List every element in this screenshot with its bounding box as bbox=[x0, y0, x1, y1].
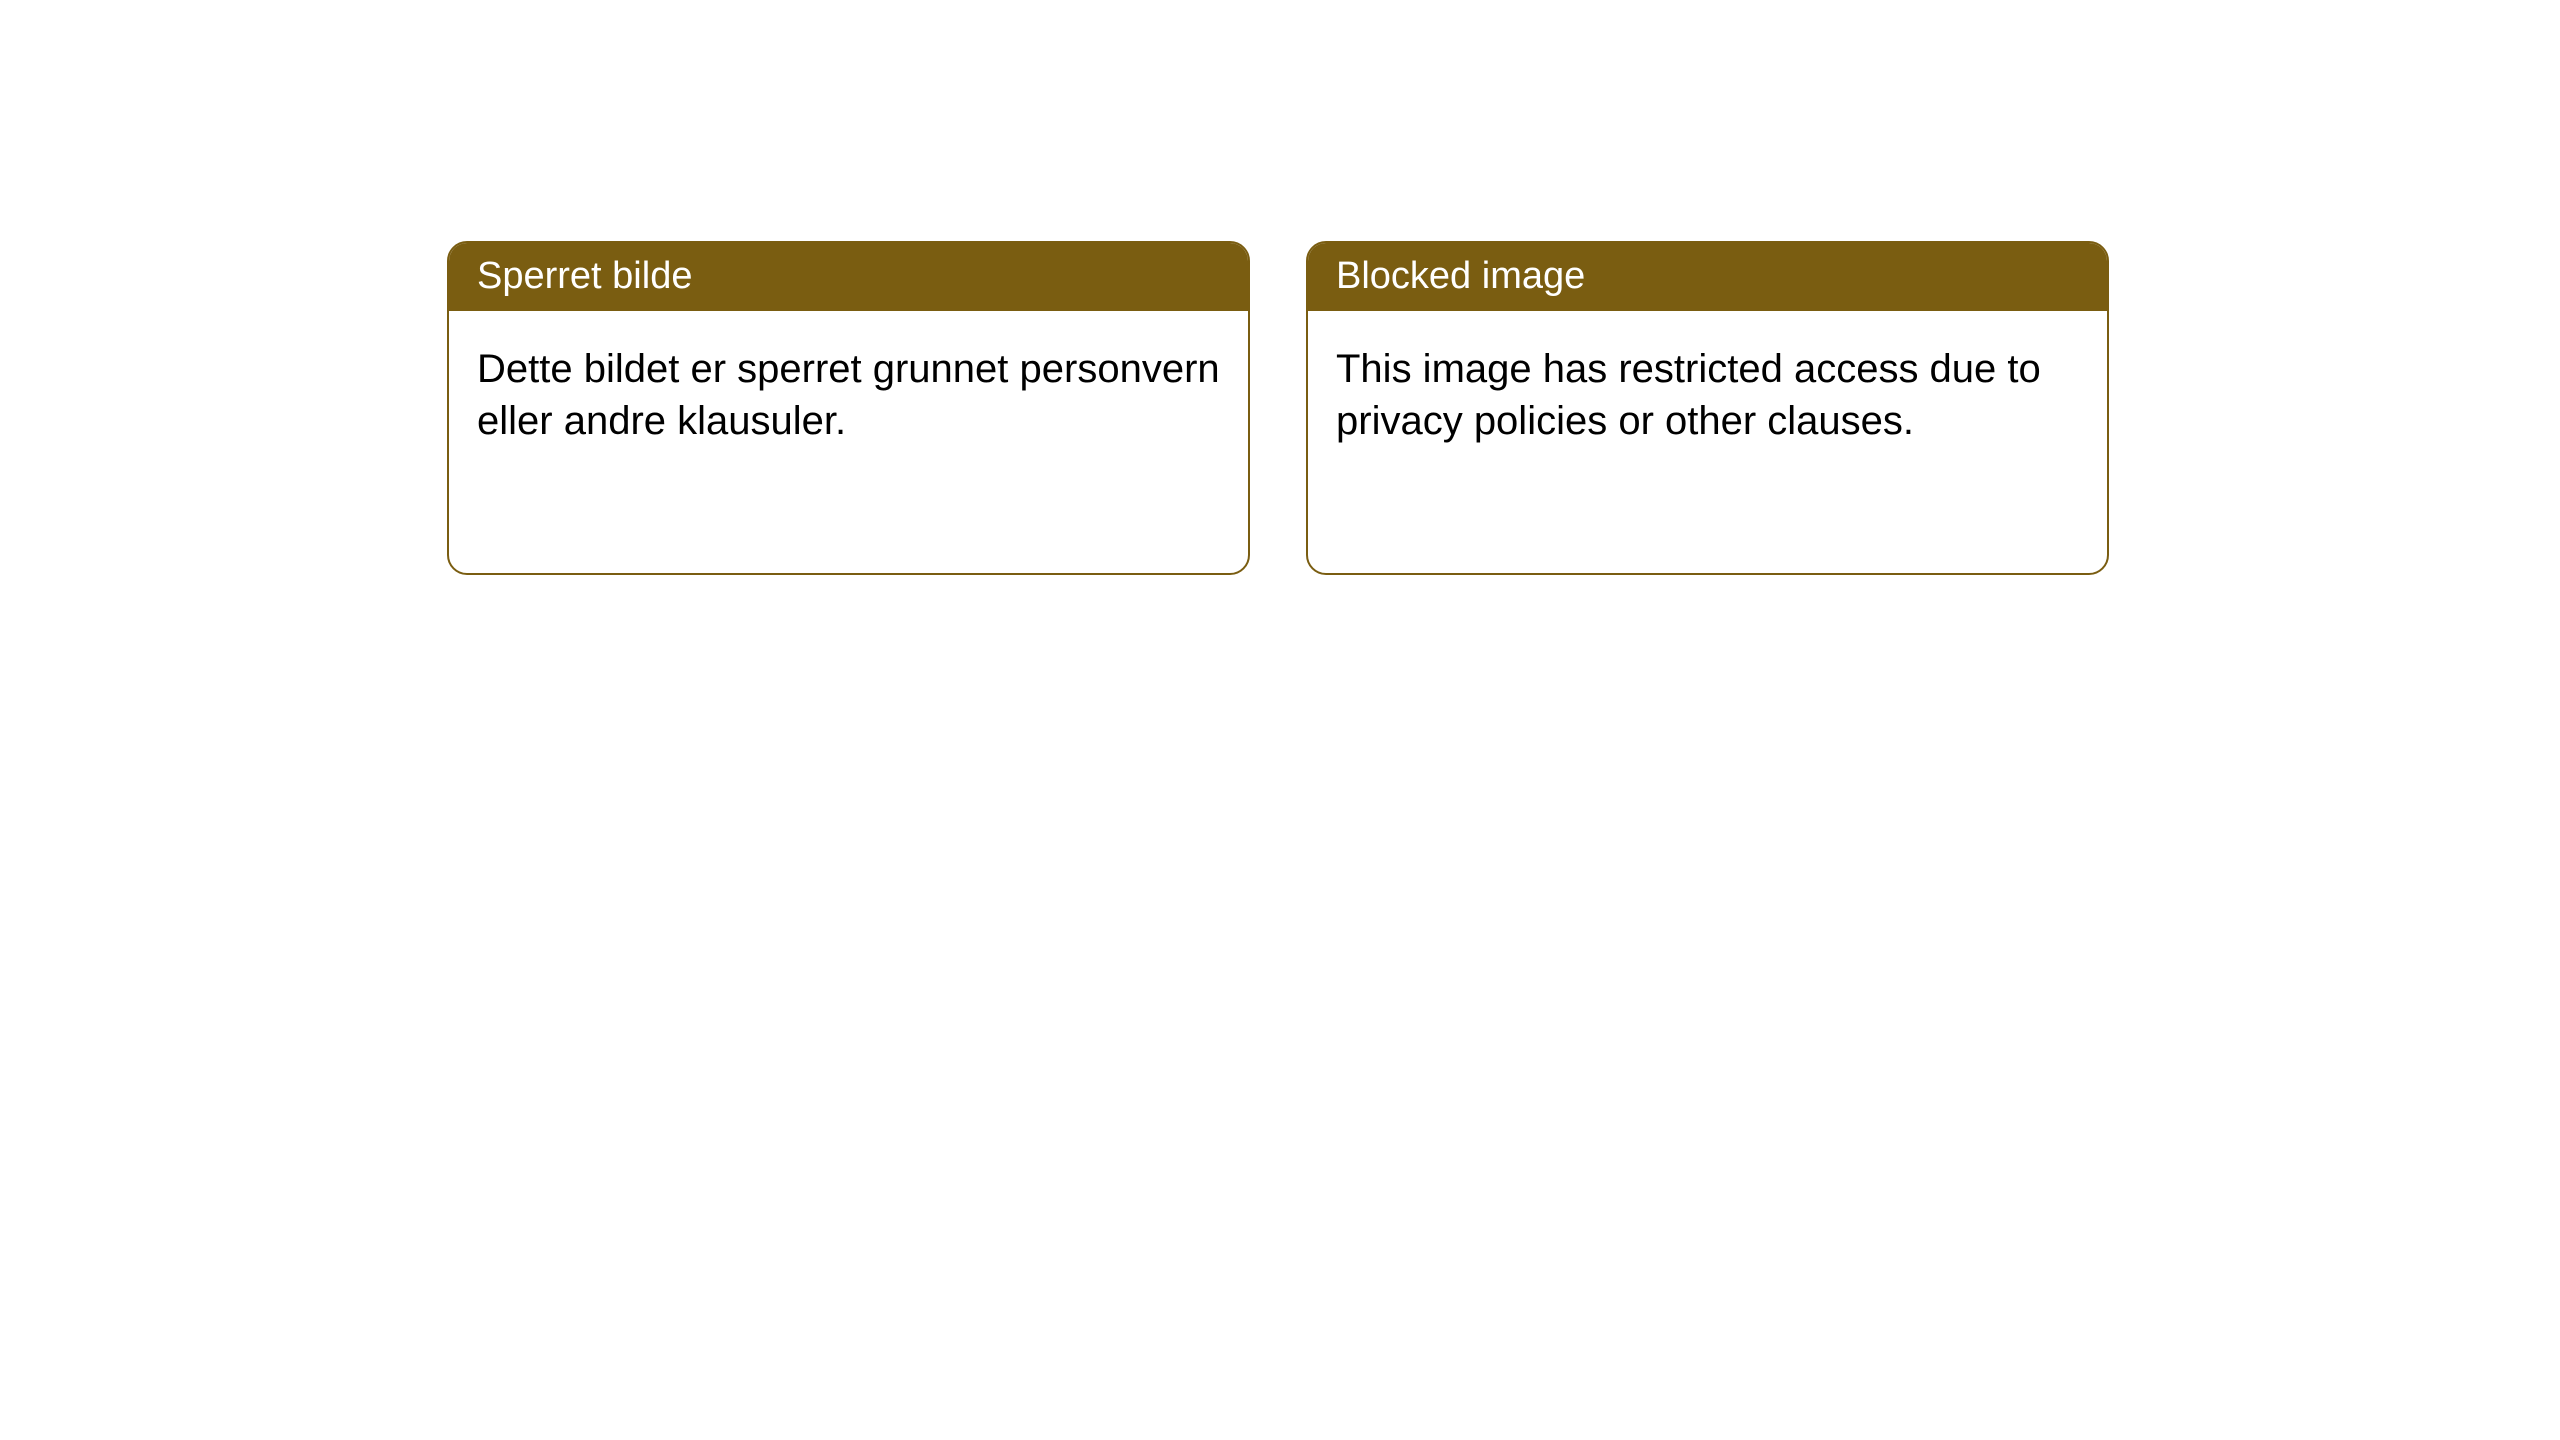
card-header: Blocked image bbox=[1308, 243, 2107, 311]
notice-container: Sperret bilde Dette bildet er sperret gr… bbox=[0, 0, 2560, 575]
card-header: Sperret bilde bbox=[449, 243, 1248, 311]
card-body: This image has restricted access due to … bbox=[1308, 311, 2107, 479]
card-title: Sperret bilde bbox=[477, 255, 692, 297]
card-message: Dette bildet er sperret grunnet personve… bbox=[477, 347, 1220, 443]
card-body: Dette bildet er sperret grunnet personve… bbox=[449, 311, 1248, 479]
card-title: Blocked image bbox=[1336, 255, 1585, 297]
card-message: This image has restricted access due to … bbox=[1336, 347, 2041, 443]
notice-card-norwegian: Sperret bilde Dette bildet er sperret gr… bbox=[447, 241, 1250, 575]
notice-card-english: Blocked image This image has restricted … bbox=[1306, 241, 2109, 575]
